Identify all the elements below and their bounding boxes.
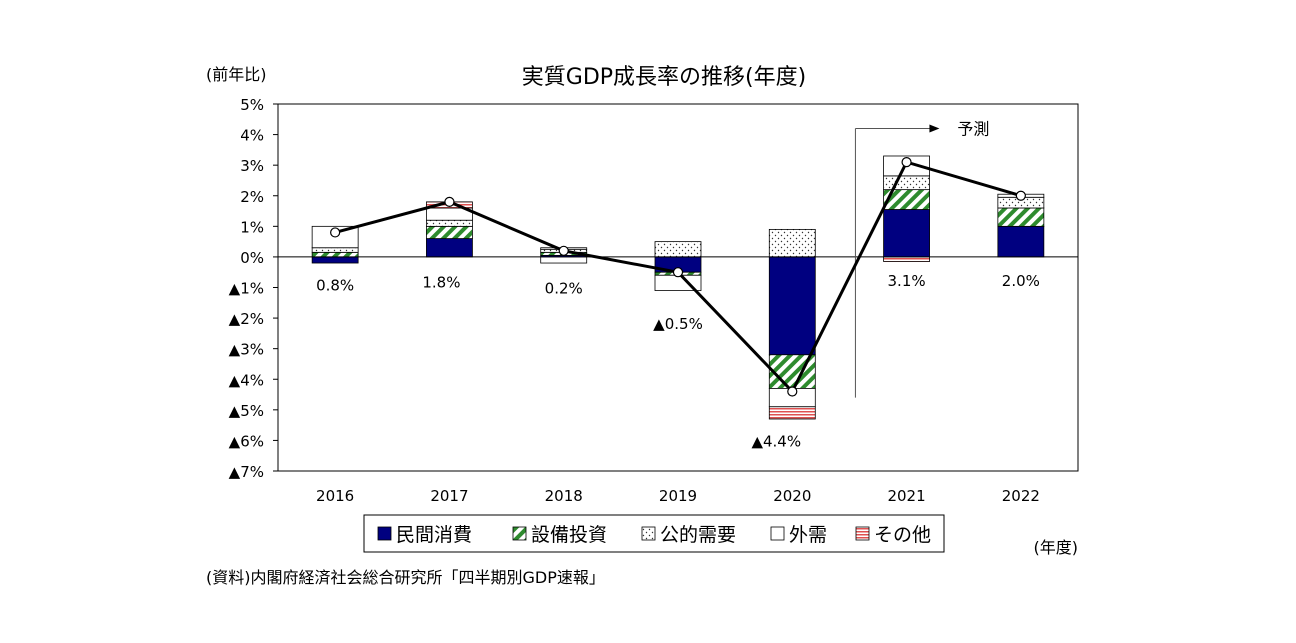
bar-segment-外需-2018 bbox=[540, 256, 588, 264]
total-point-2016 bbox=[330, 227, 341, 238]
y-tick-label: 4% bbox=[240, 127, 264, 145]
forecast-label: 予測 bbox=[957, 119, 989, 138]
bar-segment-民間消費-2017 bbox=[426, 238, 473, 258]
y-axis-unit-label: (前年比) bbox=[206, 65, 267, 84]
x-tick-label: 2020 bbox=[773, 487, 811, 505]
legend-label-設備投資: 設備投資 bbox=[531, 524, 607, 546]
y-tick-label: 5% bbox=[240, 96, 264, 114]
total-label-2016: 0.8% bbox=[316, 277, 354, 295]
x-axis: 2016 2017 2018 2019 2020 2021 2022 bbox=[316, 487, 1040, 505]
legend-swatch-外需 bbox=[770, 526, 785, 541]
y-tick-label: ▲6% bbox=[229, 432, 264, 450]
y-tick-label: ▲3% bbox=[229, 341, 264, 359]
y-tick-label: ▲2% bbox=[229, 310, 264, 328]
bar-segment-民間消費-2020 bbox=[768, 256, 816, 356]
x-tick-label: 2022 bbox=[1002, 487, 1040, 505]
legend-label-民間消費: 民間消費 bbox=[396, 524, 472, 546]
legend-label-その他: その他 bbox=[874, 524, 931, 546]
y-tick-label: ▲1% bbox=[229, 280, 264, 298]
bar-segment-設備投資-2016 bbox=[311, 251, 359, 258]
total-point-2018 bbox=[558, 245, 569, 256]
bar-segment-設備投資-2017 bbox=[426, 225, 473, 239]
y-axis: 5% 4% 3% 2% 1% 0% ▲1% ▲2% ▲3% ▲4% ▲5% ▲6% ▲7% bbox=[229, 96, 278, 481]
total-point-2019 bbox=[672, 267, 684, 278]
total-growth-line bbox=[330, 157, 1026, 397]
bar-segment-公的需要-2019 bbox=[654, 241, 702, 258]
legend-label-外需: 外需 bbox=[789, 524, 827, 546]
total-label-2019: ▲0.5% bbox=[653, 315, 703, 333]
x-tick-label: 2021 bbox=[887, 487, 925, 505]
x-tick-label: 2018 bbox=[545, 487, 583, 505]
total-point-2021 bbox=[901, 157, 912, 168]
total-point-2020 bbox=[787, 386, 798, 397]
total-label-2018: 0.2% bbox=[545, 280, 583, 298]
bar-segment-設備投資-2022 bbox=[997, 207, 1045, 227]
total-label-2022: 2.0% bbox=[1002, 272, 1040, 290]
y-tick-label: ▲5% bbox=[229, 402, 264, 420]
total-point-2022 bbox=[1015, 190, 1026, 201]
bar-segment-公的需要-2021 bbox=[883, 175, 930, 191]
chart-title: 実質GDP成長率の推移(年度) bbox=[522, 65, 806, 90]
legend-swatch-公的需要 bbox=[641, 526, 656, 541]
total-label-2021: 3.1% bbox=[888, 272, 926, 290]
bar-segment-民間消費-2016 bbox=[311, 256, 359, 264]
total-point-2017 bbox=[444, 196, 455, 207]
forecast-marker: 予測 bbox=[854, 119, 989, 398]
bar-segment-公的需要-2017 bbox=[426, 219, 473, 227]
bar-segment-その他-2020 bbox=[768, 406, 816, 420]
x-tick-label: 2017 bbox=[430, 487, 468, 505]
total-label-2020: ▲4.4% bbox=[751, 433, 801, 451]
bar-segment-公的需要-2020 bbox=[768, 228, 816, 258]
legend-swatch-設備投資 bbox=[512, 526, 527, 541]
y-tick-label: 1% bbox=[240, 218, 264, 236]
legend-label-公的需要: 公的需要 bbox=[660, 524, 736, 546]
x-tick-label: 2019 bbox=[659, 487, 697, 505]
total-value-labels: 0.8% 1.8% 0.2% ▲0.5% ▲4.4% 3.1% 2.0% bbox=[316, 272, 1040, 451]
legend-swatch-その他 bbox=[855, 526, 870, 541]
y-tick-label: 3% bbox=[240, 157, 264, 175]
y-tick-label: ▲7% bbox=[229, 463, 264, 481]
forecast-arrow-head bbox=[929, 124, 940, 133]
bar-segment-公的需要-2016 bbox=[311, 247, 359, 253]
y-tick-label: ▲4% bbox=[229, 371, 264, 389]
source-note: (資料)内閣府経済社会総合研究所「四半期別GDP速報」 bbox=[206, 568, 605, 587]
bar-segment-民間消費-2021 bbox=[883, 209, 930, 258]
bar-segment-その他-2021 bbox=[883, 256, 930, 262]
total-label-2017: 1.8% bbox=[422, 274, 460, 292]
legend-swatch-民間消費 bbox=[377, 526, 392, 541]
x-axis-unit-label: (年度) bbox=[1034, 538, 1079, 557]
legend: 民間消費 設備投資 公的需要 外需 その他 bbox=[363, 514, 945, 553]
x-tick-label: 2016 bbox=[316, 487, 354, 505]
bar-segment-民間消費-2022 bbox=[997, 225, 1045, 258]
y-tick-label: 2% bbox=[240, 188, 264, 206]
y-tick-label: 0% bbox=[240, 249, 264, 267]
